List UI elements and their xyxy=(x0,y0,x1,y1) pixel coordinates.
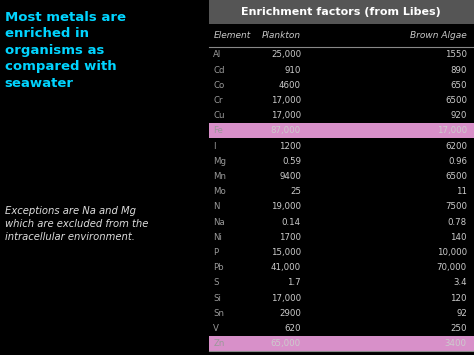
Text: Si: Si xyxy=(213,294,221,303)
Text: 120: 120 xyxy=(450,294,467,303)
Text: 1200: 1200 xyxy=(279,142,301,151)
Text: I: I xyxy=(213,142,216,151)
Text: Mg: Mg xyxy=(213,157,226,166)
Text: V: V xyxy=(213,324,219,333)
Text: 620: 620 xyxy=(284,324,301,333)
Text: 920: 920 xyxy=(450,111,467,120)
FancyBboxPatch shape xyxy=(209,123,474,138)
Text: 3400: 3400 xyxy=(445,339,467,348)
Text: 890: 890 xyxy=(450,66,467,75)
Text: Pb: Pb xyxy=(213,263,224,272)
Text: Most metals are
enriched in
organisms as
compared with
seawater: Most metals are enriched in organisms as… xyxy=(5,11,126,90)
Text: Cu: Cu xyxy=(213,111,225,120)
Text: 910: 910 xyxy=(284,66,301,75)
Text: 92: 92 xyxy=(456,309,467,318)
Text: 70,000: 70,000 xyxy=(437,263,467,272)
Text: 65,000: 65,000 xyxy=(271,339,301,348)
Text: Plankton: Plankton xyxy=(262,31,301,40)
Text: Brown Algae: Brown Algae xyxy=(410,31,467,40)
Text: 17,000: 17,000 xyxy=(271,294,301,303)
Text: Ni: Ni xyxy=(213,233,222,242)
Text: Co: Co xyxy=(213,81,225,90)
Text: 0.96: 0.96 xyxy=(448,157,467,166)
Text: N: N xyxy=(213,202,220,212)
Text: 250: 250 xyxy=(450,324,467,333)
Text: 0.14: 0.14 xyxy=(282,218,301,226)
Text: 2900: 2900 xyxy=(279,309,301,318)
Text: 6500: 6500 xyxy=(445,96,467,105)
Text: 19,000: 19,000 xyxy=(271,202,301,212)
Text: P: P xyxy=(213,248,219,257)
Text: 17,000: 17,000 xyxy=(437,126,467,135)
FancyBboxPatch shape xyxy=(209,0,474,24)
Text: 11: 11 xyxy=(456,187,467,196)
FancyBboxPatch shape xyxy=(209,336,474,351)
Text: 25,000: 25,000 xyxy=(271,50,301,59)
Text: 0.78: 0.78 xyxy=(448,218,467,226)
Text: 0.59: 0.59 xyxy=(282,157,301,166)
Text: S: S xyxy=(213,278,219,288)
Text: Cr: Cr xyxy=(213,96,223,105)
Text: 3.4: 3.4 xyxy=(453,278,467,288)
Text: Enrichment factors (from Libes): Enrichment factors (from Libes) xyxy=(241,7,441,17)
Text: 10,000: 10,000 xyxy=(437,248,467,257)
Text: 1700: 1700 xyxy=(279,233,301,242)
Text: 7500: 7500 xyxy=(445,202,467,212)
Text: Mn: Mn xyxy=(213,172,226,181)
Text: Element: Element xyxy=(213,31,251,40)
Text: 9400: 9400 xyxy=(279,172,301,181)
Text: 25: 25 xyxy=(290,187,301,196)
Text: Exceptions are Na and Mg
which are excluded from the
intracellular environment.: Exceptions are Na and Mg which are exclu… xyxy=(5,206,148,242)
Text: 17,000: 17,000 xyxy=(271,111,301,120)
Text: Mo: Mo xyxy=(213,187,226,196)
Text: Cd: Cd xyxy=(213,66,225,75)
Text: 140: 140 xyxy=(450,233,467,242)
Text: Na: Na xyxy=(213,218,225,226)
Text: Zn: Zn xyxy=(213,339,225,348)
Text: Al: Al xyxy=(213,50,221,59)
Text: 41,000: 41,000 xyxy=(271,263,301,272)
Text: 15,000: 15,000 xyxy=(271,248,301,257)
Text: 87,000: 87,000 xyxy=(271,126,301,135)
Text: 1.7: 1.7 xyxy=(287,278,301,288)
Text: 650: 650 xyxy=(450,81,467,90)
Text: Sn: Sn xyxy=(213,309,224,318)
Text: 17,000: 17,000 xyxy=(271,96,301,105)
Text: 6200: 6200 xyxy=(445,142,467,151)
Text: 4600: 4600 xyxy=(279,81,301,90)
Text: 1550: 1550 xyxy=(445,50,467,59)
Text: 6500: 6500 xyxy=(445,172,467,181)
Text: Fe: Fe xyxy=(213,126,223,135)
